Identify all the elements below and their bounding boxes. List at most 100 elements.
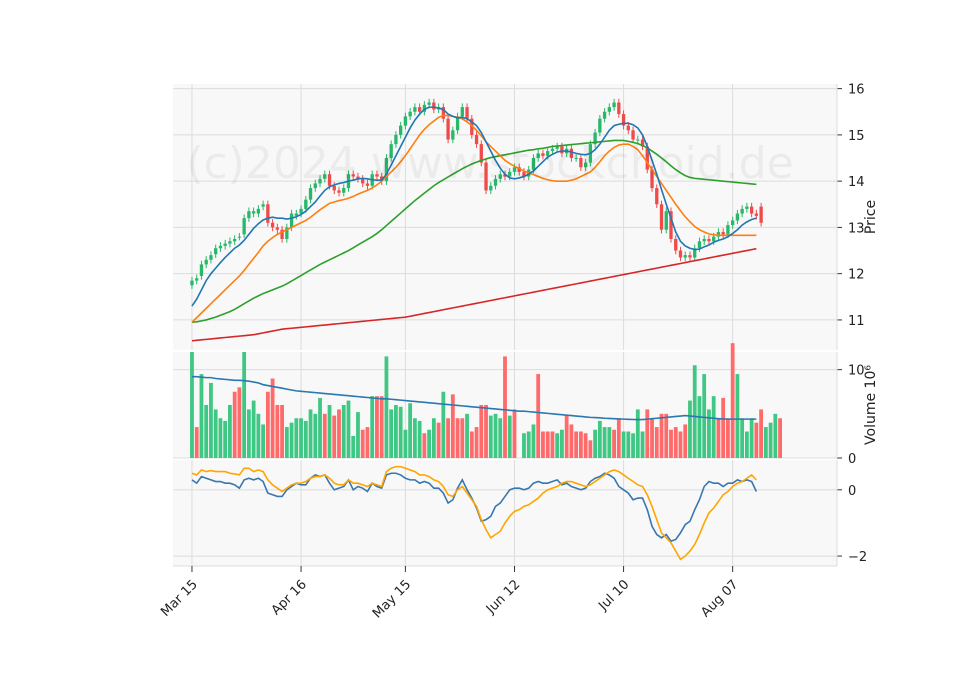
- volume-bar: [204, 405, 209, 458]
- volume-bar: [754, 422, 759, 458]
- volume-bar: [612, 429, 616, 458]
- candle-body: [669, 211, 673, 239]
- volume-bar: [536, 374, 541, 458]
- volume-bar: [555, 433, 560, 458]
- ma-200-line: [191, 247, 757, 342]
- candle-body: [275, 227, 280, 230]
- candle-body: [242, 218, 246, 235]
- volume-bar: [356, 412, 360, 458]
- candle-body: [270, 222, 275, 228]
- ma-long-line: [191, 139, 757, 324]
- candle-body: [365, 183, 370, 186]
- volume-bar: [194, 427, 199, 458]
- volume-bar: [503, 356, 507, 458]
- candle-body: [683, 255, 687, 258]
- volume-bar: [759, 409, 764, 458]
- candle-body: [261, 204, 265, 207]
- y-tick-label: 0: [848, 452, 856, 467]
- candle-body: [280, 229, 284, 239]
- volume-bar: [422, 433, 427, 458]
- volume-bar: [389, 409, 394, 458]
- volume-bar: [446, 418, 450, 458]
- candle-body: [308, 188, 313, 200]
- volume-bar: [744, 431, 749, 458]
- volume-bar: [270, 378, 275, 458]
- volume-bar: [403, 429, 408, 458]
- candle-body: [636, 139, 640, 141]
- candle-body: [384, 158, 389, 182]
- volume-bar: [280, 405, 284, 458]
- candle-body: [674, 238, 678, 251]
- volume-bar: [431, 418, 436, 458]
- volume-bar: [265, 391, 270, 458]
- volume-bar: [578, 431, 583, 458]
- candle-body: [612, 102, 616, 108]
- candle-body: [546, 151, 550, 156]
- volume-bar: [450, 394, 455, 458]
- candle-body: [688, 255, 692, 258]
- candle-body: [441, 107, 446, 119]
- y-tick-label: 15: [848, 129, 865, 144]
- y-tick-label: 13: [848, 221, 865, 236]
- candle-body: [417, 107, 422, 112]
- candle-body: [754, 213, 759, 216]
- volume-bar: [365, 427, 370, 458]
- volume-bar: [474, 427, 479, 458]
- volume-bar: [631, 433, 635, 458]
- candle-body: [398, 125, 403, 135]
- candle-body: [232, 238, 237, 242]
- volume-bar: [303, 420, 308, 458]
- y-tick-label: 10: [848, 364, 865, 379]
- volume-bar: [683, 424, 688, 458]
- volume-bar: [341, 405, 346, 458]
- candle-body: [749, 206, 754, 214]
- candle-body: [621, 114, 626, 126]
- volume-bar: [379, 396, 384, 458]
- candle-body: [735, 213, 740, 221]
- volume-bar: [763, 427, 768, 458]
- y-tick-label: 14: [848, 175, 865, 190]
- volume-bar: [716, 418, 721, 458]
- volume-bar: [398, 406, 403, 458]
- volume-bar: [199, 374, 204, 458]
- y-tick-label: −2: [848, 550, 867, 565]
- volume-bar: [730, 343, 735, 458]
- candle-body: [361, 178, 365, 184]
- volume-bar: [469, 431, 474, 458]
- volume-bar: [564, 415, 569, 458]
- candle-body: [745, 206, 749, 209]
- volume-bar: [493, 413, 498, 458]
- candle-body: [640, 139, 645, 147]
- volume-bar: [574, 431, 579, 458]
- volume-bar: [246, 409, 251, 458]
- candle-body: [455, 116, 460, 131]
- volume-bar: [394, 405, 398, 458]
- x-tick-label: Mar 15: [158, 577, 201, 620]
- volume-bar: [318, 397, 322, 458]
- candle-body: [583, 162, 588, 168]
- volume-bar: [778, 418, 782, 458]
- volume-bar: [223, 420, 228, 458]
- candle-body: [522, 171, 526, 177]
- volume-bar: [370, 396, 375, 458]
- candle-body: [479, 144, 483, 163]
- candle-body: [294, 213, 298, 216]
- volume-bar: [526, 431, 531, 458]
- watermark-text: (c)2024 www.stockchoid.de: [186, 138, 793, 189]
- volume-bar: [308, 409, 313, 458]
- candle-body: [550, 148, 555, 152]
- volume-bar: [602, 427, 607, 458]
- volume-bar: [749, 418, 754, 458]
- volume-ma-line: [191, 375, 757, 421]
- x-tick-label: May 15: [370, 577, 414, 621]
- volume-bar: [507, 415, 512, 458]
- candle-body: [702, 238, 706, 242]
- candle-body: [356, 176, 360, 179]
- x-tick-label: Jul 10: [595, 577, 632, 614]
- candle-body: [413, 107, 417, 112]
- candle-body: [313, 183, 317, 189]
- candle-body: [664, 211, 668, 230]
- volume-bar: [659, 413, 664, 458]
- candle-body: [460, 107, 464, 117]
